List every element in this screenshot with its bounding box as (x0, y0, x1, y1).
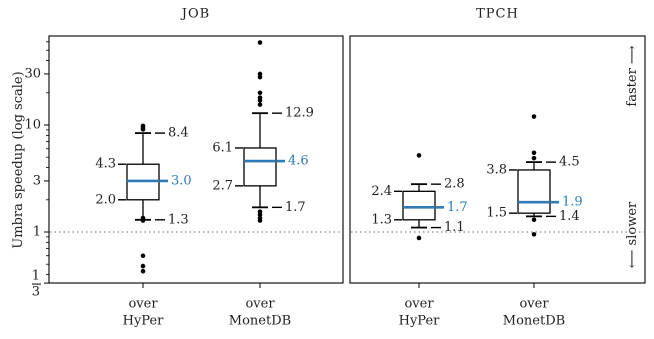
q3-label: 3.8 (486, 162, 507, 177)
x-category-line2: HyPer (123, 314, 165, 329)
outlier-point (257, 90, 263, 96)
median-label: 1.7 (447, 200, 468, 215)
x-category-line1: over (519, 297, 549, 312)
x-category-line2: HyPer (399, 314, 441, 329)
median-label: 3.0 (171, 173, 192, 188)
outlier-point (531, 217, 537, 223)
outlier-point (140, 253, 146, 259)
q1-label: 2.0 (95, 192, 116, 207)
y-tick-label-numerator: 1 (32, 269, 40, 284)
outlier-point (140, 127, 146, 132)
q3-label: 4.3 (95, 157, 116, 172)
panel-frame (349, 35, 646, 284)
q1-label: 1.3 (371, 212, 392, 227)
faster-label: faster ⟶ (625, 45, 640, 106)
outlier-point (416, 235, 422, 241)
outlier-point (140, 263, 146, 269)
outlier-point (257, 71, 263, 77)
x-category-line1: over (128, 297, 158, 312)
y-tick-label: 10 (24, 118, 41, 133)
median-label: 1.9 (562, 195, 583, 210)
whisker-high-label: 2.8 (444, 177, 465, 192)
y-tick-label: 1 (33, 225, 41, 240)
panel-title: JOB (180, 7, 210, 22)
median-label: 4.6 (288, 154, 309, 169)
whisker-high-label: 8.4 (168, 126, 189, 141)
q3-label: 6.1 (212, 140, 233, 155)
whisker-low-label: 1.4 (559, 209, 580, 224)
iqr-box (402, 190, 436, 221)
whisker-high-label: 12.9 (285, 106, 314, 121)
outlier-point (531, 155, 537, 161)
outlier-point (531, 150, 537, 156)
outlier-point (531, 114, 537, 119)
y-tick-label: 3 (33, 173, 41, 188)
outlier-point (257, 212, 263, 218)
x-category-line2: MonetDB (503, 314, 565, 329)
q3-label: 2.4 (371, 184, 392, 199)
outlier-point (140, 268, 146, 274)
outlier-point (140, 218, 146, 223)
y-tick-label: 30 (24, 66, 41, 81)
iqr-box (243, 147, 277, 187)
y-tick-label-denominator: 3 (32, 285, 40, 300)
whisker-low-label: 1.3 (168, 212, 189, 227)
x-category-line1: over (245, 297, 275, 312)
x-category-line2: MonetDB (229, 314, 291, 329)
panel-title: TPCH (476, 7, 519, 22)
outlier-point (531, 232, 537, 237)
outlier-point (257, 40, 263, 45)
outlier-point (257, 218, 263, 223)
outlier-point (416, 153, 422, 158)
y-axis-label: Umbra speedup (log scale) (11, 71, 26, 248)
x-category-line1: over (404, 297, 434, 312)
q1-label: 1.5 (486, 206, 507, 221)
panel-frame (48, 35, 344, 284)
whisker-low-label: 1.1 (444, 220, 465, 235)
outlier-point (257, 74, 263, 80)
q1-label: 2.7 (212, 178, 233, 193)
outlier-point (257, 102, 263, 107)
slower-label: ⟵ slower (625, 201, 640, 268)
outlier-point (257, 98, 263, 103)
whisker-high-label: 4.5 (559, 155, 580, 170)
whisker-low-label: 1.7 (285, 200, 306, 215)
iqr-box (517, 169, 551, 214)
